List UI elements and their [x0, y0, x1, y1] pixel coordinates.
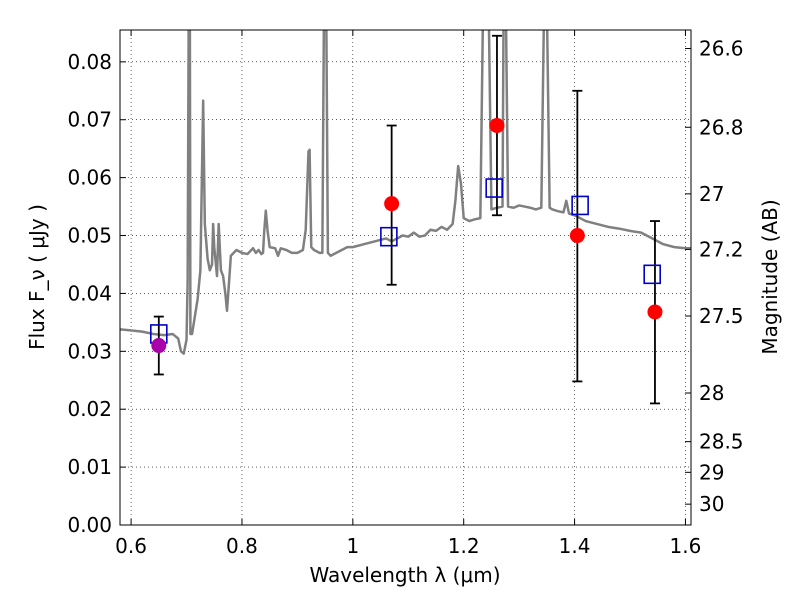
y-tick-label: 0.07 [67, 108, 112, 132]
observed-flux-point [647, 304, 663, 320]
y2-axis-title: Magnitude (AB) [758, 199, 782, 354]
y2-tick-label: 26.8 [699, 115, 744, 139]
y2-tick-label: 27.5 [699, 304, 744, 328]
observed-flux-point [384, 196, 400, 212]
x-tick-label: 1 [346, 534, 359, 558]
data-layer [120, 30, 691, 405]
y-tick-label: 0.01 [67, 455, 112, 479]
x-tick-label: 0.6 [115, 534, 147, 558]
y-tick-label: 0.02 [67, 397, 112, 421]
y-axis-title: Flux F_ν ( μJy ) [25, 204, 49, 350]
y-tick-label: 0.06 [67, 166, 112, 190]
y-tick-label: 0.04 [67, 281, 112, 305]
axis-ticks: 0.6 0.8 1 1.2 1.4 1.6 0.00 0.01 0.02 0.03 0.04 0.05… [67, 30, 744, 558]
y2-tick-label: 29 [699, 460, 724, 484]
y-tick-label: 0.05 [67, 224, 112, 248]
x-tick-label: 1.2 [448, 534, 480, 558]
y-tick-label: 0.08 [67, 50, 112, 74]
y2-tick-label: 28.5 [699, 430, 744, 454]
grid-lines [120, 30, 691, 526]
y-tick-label: 0.03 [67, 339, 112, 363]
y2-tick-label: 27.2 [699, 237, 744, 261]
y2-tick-label: 28 [699, 381, 724, 405]
observed-flux-point [489, 118, 505, 134]
y-tick-label: 0.00 [67, 513, 112, 537]
observed-flux-point [151, 338, 167, 354]
x-axis-title: Wavelength λ (μm) [309, 563, 500, 587]
plot-frame [119, 29, 692, 526]
x-tick-label: 1.4 [559, 534, 591, 558]
y2-tick-label: 30 [699, 492, 724, 516]
y2-tick-label: 26.6 [699, 37, 744, 61]
model-spectrum-line [120, 30, 691, 355]
model-photometry-square [485, 178, 503, 198]
model-photometry-square [571, 195, 589, 216]
y2-tick-label: 27 [699, 182, 724, 206]
x-tick-label: 1.6 [670, 534, 702, 558]
x-tick-label: 0.8 [226, 534, 258, 558]
model-photometry-square [380, 226, 398, 247]
model-photometry-square [643, 264, 661, 285]
observed-flux-point [569, 228, 585, 244]
